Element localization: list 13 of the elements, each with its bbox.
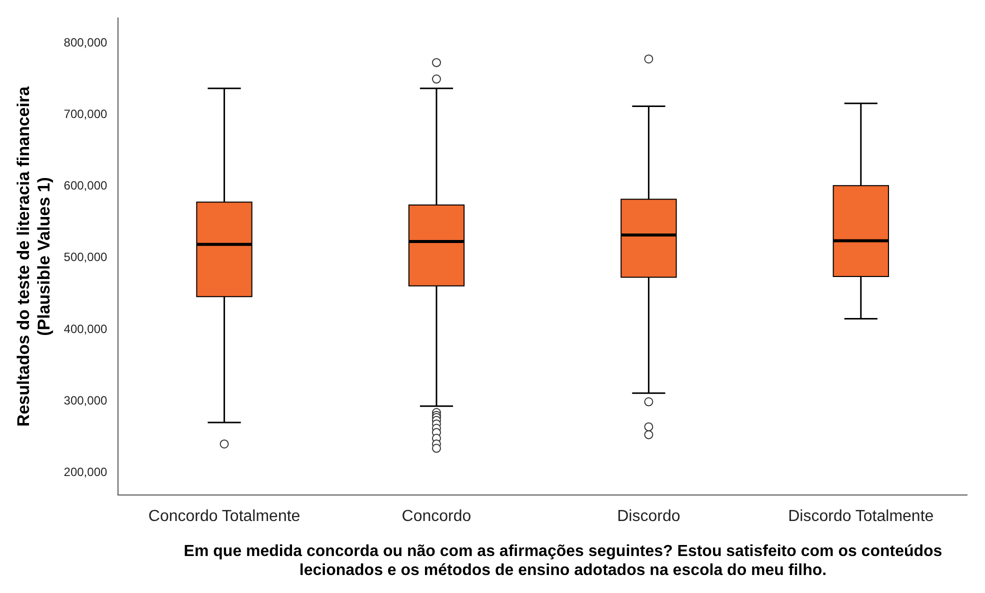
y-tick-label: 600,000 [64,178,108,193]
y-tick-label: 800,000 [64,36,108,50]
y-tick-label: 700,000 [64,107,108,122]
y-tick-label: 400,000 [64,322,108,336]
y-tick-label: 200,000 [64,464,108,479]
x-tick-label: Concordo Totalmente [148,508,300,525]
x-tick-label: Concordo [402,508,472,525]
x-tick-label: Discordo [617,508,680,525]
y-tick-label: 300,000 [64,393,108,408]
y-tick-label: 500,000 [64,250,108,264]
x-tick-label: Discordo Totalmente [788,508,934,525]
y-axis-title: Resultados do teste de literacia financeira (Plausible Values 1) [14,86,54,427]
x-axis-title: Em que medida concorda ou não com as afirmações seguintes? Estou satisfeito com os conteúdos lecionados e os métodos de ensino adotados na escola do meu filho. [182,542,944,580]
